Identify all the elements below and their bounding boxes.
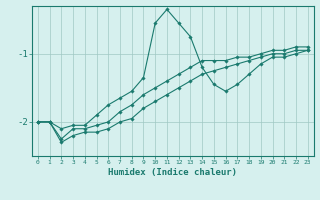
X-axis label: Humidex (Indice chaleur): Humidex (Indice chaleur) xyxy=(108,168,237,177)
